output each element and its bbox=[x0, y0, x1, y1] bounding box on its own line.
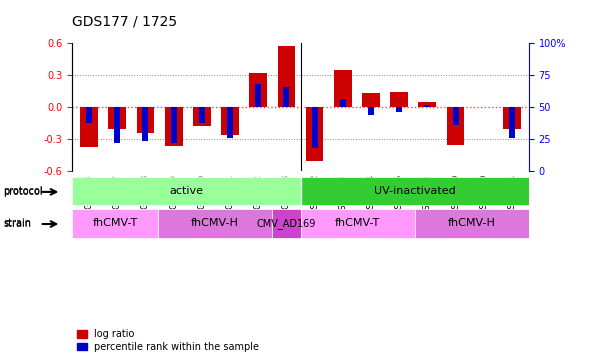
Bar bbox=[503, 107, 521, 129]
FancyBboxPatch shape bbox=[415, 209, 529, 238]
Bar bbox=[306, 107, 323, 161]
FancyBboxPatch shape bbox=[300, 209, 415, 238]
Bar bbox=[418, 102, 436, 107]
Text: fhCMV-H: fhCMV-H bbox=[448, 218, 496, 228]
Text: active: active bbox=[169, 186, 203, 196]
Bar bbox=[447, 107, 465, 145]
Bar bbox=[199, 107, 205, 122]
Text: fhCMV-H: fhCMV-H bbox=[191, 218, 239, 228]
FancyBboxPatch shape bbox=[72, 209, 157, 238]
Bar bbox=[278, 46, 295, 107]
FancyBboxPatch shape bbox=[272, 209, 300, 238]
FancyBboxPatch shape bbox=[157, 209, 272, 238]
Bar bbox=[86, 107, 92, 122]
Bar bbox=[424, 105, 430, 107]
Bar bbox=[368, 107, 374, 115]
Text: CMV_AD169: CMV_AD169 bbox=[257, 218, 316, 228]
Bar bbox=[312, 107, 317, 148]
Bar bbox=[80, 107, 98, 147]
Bar bbox=[284, 86, 289, 107]
Bar bbox=[114, 107, 120, 143]
Text: strain: strain bbox=[4, 219, 32, 229]
Text: UV-inactivated: UV-inactivated bbox=[374, 186, 456, 196]
Text: GDS177 / 1725: GDS177 / 1725 bbox=[72, 15, 177, 29]
Bar bbox=[334, 70, 352, 107]
Bar bbox=[340, 99, 346, 107]
Bar bbox=[136, 107, 154, 133]
Bar bbox=[390, 92, 408, 107]
Bar bbox=[171, 107, 177, 143]
Text: protocol: protocol bbox=[3, 186, 43, 196]
Bar bbox=[396, 107, 402, 112]
Bar bbox=[255, 84, 261, 107]
Text: fhCMV-T: fhCMV-T bbox=[93, 218, 138, 228]
Bar bbox=[227, 107, 233, 138]
Bar bbox=[221, 107, 239, 135]
Bar bbox=[453, 107, 459, 125]
Bar bbox=[165, 107, 183, 146]
Text: protocol: protocol bbox=[4, 187, 43, 197]
Bar bbox=[509, 107, 515, 138]
Bar bbox=[249, 73, 267, 107]
Legend: log ratio, percentile rank within the sample: log ratio, percentile rank within the sa… bbox=[77, 329, 260, 352]
Bar bbox=[193, 107, 211, 126]
Text: strain: strain bbox=[3, 218, 31, 228]
FancyBboxPatch shape bbox=[72, 176, 300, 205]
FancyBboxPatch shape bbox=[300, 176, 529, 205]
Bar bbox=[108, 107, 126, 129]
Bar bbox=[362, 93, 380, 107]
Bar bbox=[142, 107, 148, 141]
Text: fhCMV-T: fhCMV-T bbox=[335, 218, 380, 228]
